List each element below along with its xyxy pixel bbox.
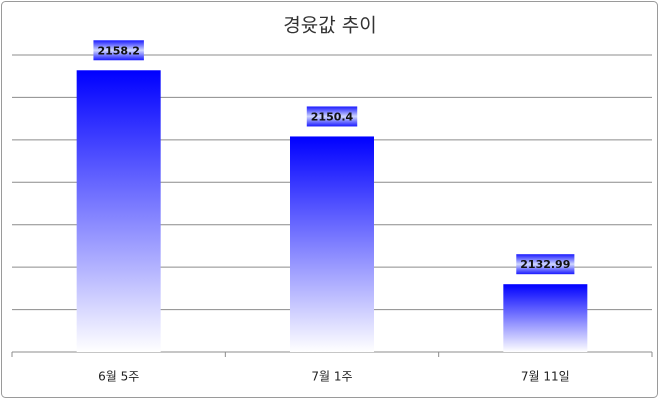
value-label: 2132.99	[520, 258, 570, 271]
x-tick-label: 7월 11일	[521, 370, 570, 384]
bar	[290, 136, 374, 352]
bar	[503, 284, 588, 352]
value-label: 2158.2	[97, 44, 139, 57]
chart-title: 경윳값 추이	[283, 15, 376, 37]
value-label-box	[516, 254, 575, 275]
bar	[76, 70, 161, 352]
value-label: 2150.4	[311, 110, 354, 123]
x-tick-label: 7월 1주	[311, 370, 352, 384]
x-tick-label: 6월 5주	[98, 370, 139, 384]
value-label-box	[306, 106, 358, 127]
value-label-box	[93, 40, 144, 61]
